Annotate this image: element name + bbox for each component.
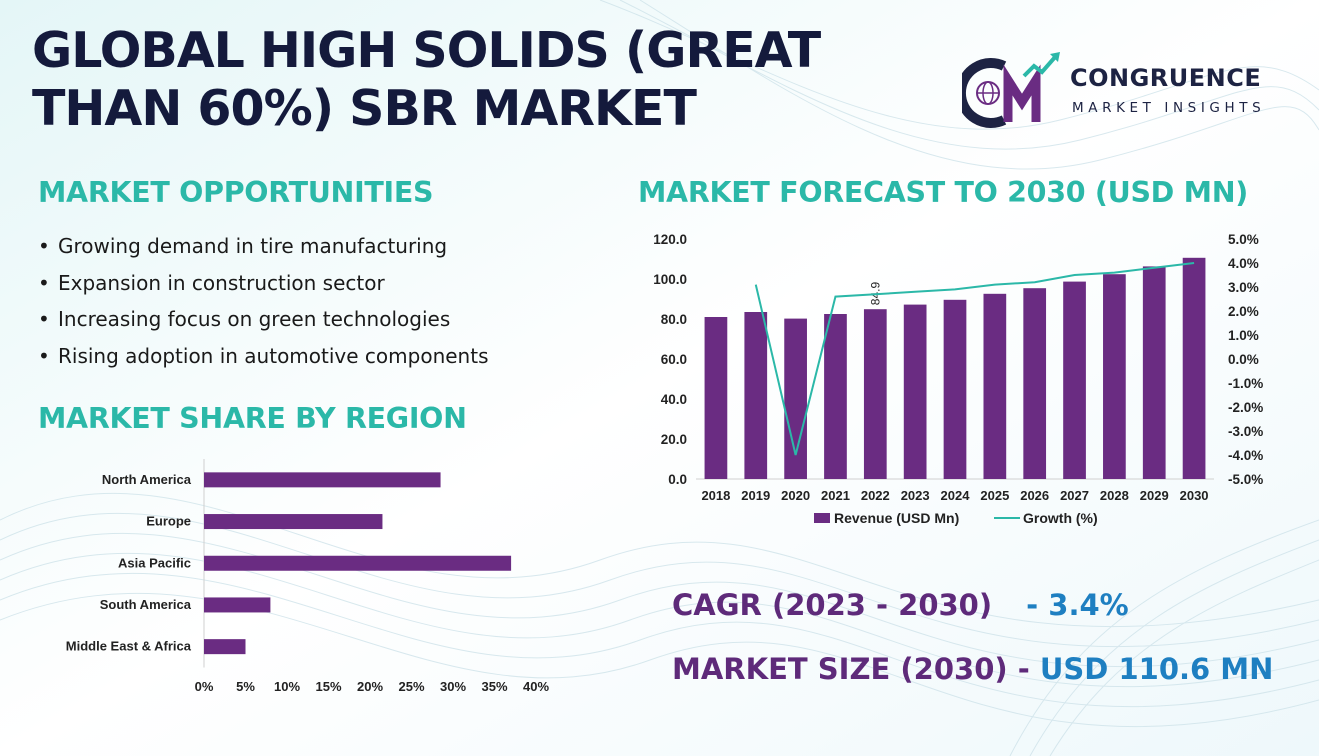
tick-label: 10%: [274, 679, 300, 694]
x-tick-label: 2018: [701, 488, 730, 503]
bar: [1063, 281, 1086, 479]
x-tick-label: 2029: [1140, 488, 1169, 503]
y-tick-label: 80.0: [661, 312, 687, 327]
bar: [824, 314, 847, 479]
x-tick-label: 2026: [1020, 488, 1049, 503]
cagr-stat: CAGR (2023 - 2030) - 3.4%: [672, 588, 1129, 622]
y2-tick-label: 5.0%: [1228, 232, 1259, 247]
cagr-value: 3.4%: [1048, 588, 1129, 622]
bar: [943, 299, 967, 479]
category-label: Europe: [146, 514, 191, 529]
y2-tick-label: 4.0%: [1228, 256, 1259, 271]
legend-revenue-label: Revenue (USD Mn): [834, 510, 959, 526]
y2-tick-label: -2.0%: [1228, 400, 1263, 415]
bar: [204, 597, 271, 613]
category-label: Middle East & Africa: [66, 639, 192, 654]
y2-tick-label: 0.0%: [1228, 352, 1259, 367]
cm-monogram-icon: [956, 52, 1060, 128]
bar: [204, 472, 441, 488]
market-size-value: USD 110.6 MN: [1039, 652, 1274, 686]
tick-label: 0%: [195, 679, 214, 694]
tick-label: 15%: [315, 679, 341, 694]
category-label: Asia Pacific: [118, 555, 191, 570]
market-size-separator: -: [1007, 652, 1040, 686]
opportunities-heading: MARKET OPPORTUNITIES: [38, 176, 434, 209]
x-tick-label: 2023: [901, 488, 930, 503]
bar: [204, 514, 383, 530]
x-tick-label: 2024: [941, 488, 971, 503]
y-tick-label: 40.0: [661, 392, 687, 407]
logo-brand-name: CONGRUENCE: [1070, 64, 1262, 92]
x-tick-label: 2020: [781, 488, 810, 503]
y-tick-label: 120.0: [653, 232, 687, 247]
y2-tick-label: -3.0%: [1228, 424, 1263, 439]
bar: [903, 304, 927, 479]
market-size-label: MARKET SIZE (2030): [672, 652, 1008, 686]
list-item: • Expansion in construction sector: [38, 270, 385, 295]
list-item: • Rising adoption in automotive component…: [38, 344, 489, 369]
y2-tick-label: 3.0%: [1228, 280, 1259, 295]
y2-tick-label: 2.0%: [1228, 304, 1259, 319]
list-item: • Increasing focus on green technologies: [38, 307, 451, 332]
bar: [744, 312, 768, 479]
y2-tick-label: 1.0%: [1228, 328, 1259, 343]
bar: [204, 555, 512, 571]
bar: [704, 317, 728, 479]
tick-label: 35%: [481, 679, 507, 694]
legend-revenue-swatch: [814, 513, 830, 523]
bar: [983, 293, 1007, 479]
bar: [784, 318, 807, 479]
y-tick-label: 20.0: [661, 432, 687, 447]
tick-label: 20%: [357, 679, 383, 694]
market-size-stat: MARKET SIZE (2030) - USD 110.6 MN: [672, 652, 1273, 686]
bar: [863, 309, 887, 479]
tick-label: 40%: [523, 679, 549, 694]
y2-tick-label: -1.0%: [1228, 376, 1263, 391]
x-tick-label: 2021: [821, 488, 850, 503]
x-tick-label: 2025: [980, 488, 1009, 503]
list-item: • Growing demand in tire manufacturing: [38, 234, 448, 258]
x-tick-label: 2030: [1180, 488, 1209, 503]
x-tick-label: 2027: [1060, 488, 1089, 503]
cagr-separator: -: [1026, 588, 1049, 622]
tick-label: 5%: [236, 679, 255, 694]
company-logo: CONGRUENCE MARKET INSIGHTS: [956, 50, 1292, 130]
legend-growth-label: Growth (%): [1023, 510, 1098, 526]
tick-label: 25%: [398, 679, 424, 694]
y-tick-label: 60.0: [661, 352, 687, 367]
forecast-chart: 0.0 20.0 40.0 60.0 80.0 100.0 120.0 -5.0% -4.0% -…: [653, 232, 1263, 526]
y-tick-label: 0.0: [668, 472, 687, 487]
category-label: South America: [100, 597, 192, 612]
region-share-heading: MARKET SHARE BY REGION: [38, 402, 467, 435]
x-tick-label: 2019: [741, 488, 770, 503]
bar: [1023, 288, 1047, 479]
y2-tick-label: -5.0%: [1228, 472, 1263, 487]
growth-series-line: [754, 262, 1195, 456]
cagr-label: CAGR (2023 - 2030): [672, 588, 993, 622]
y2-tick-label: -4.0%: [1228, 448, 1263, 463]
forecast-heading: MARKET FORECAST TO 2030 (USD MN): [638, 176, 1248, 209]
x-tick-label: 2022: [861, 488, 890, 503]
y-tick-label: 100.0: [653, 272, 687, 287]
x-tick-label: 2028: [1100, 488, 1129, 503]
category-label: North America: [102, 472, 192, 487]
bar: [1103, 274, 1126, 479]
bar: [204, 639, 246, 655]
tick-label: 30%: [440, 679, 466, 694]
opportunities-list: • Growing demand in tire manufacturing • E…: [38, 232, 489, 379]
logo-tagline: MARKET INSIGHTS: [1072, 100, 1266, 116]
page-title: GLOBAL HIGH SOLIDS (GREAT THAN 60%) SBR …: [32, 22, 821, 137]
bar: [1142, 266, 1166, 479]
region-share-chart: North America Europe Asia Pacific South Ame…: [66, 459, 549, 694]
bar: [1182, 257, 1206, 479]
